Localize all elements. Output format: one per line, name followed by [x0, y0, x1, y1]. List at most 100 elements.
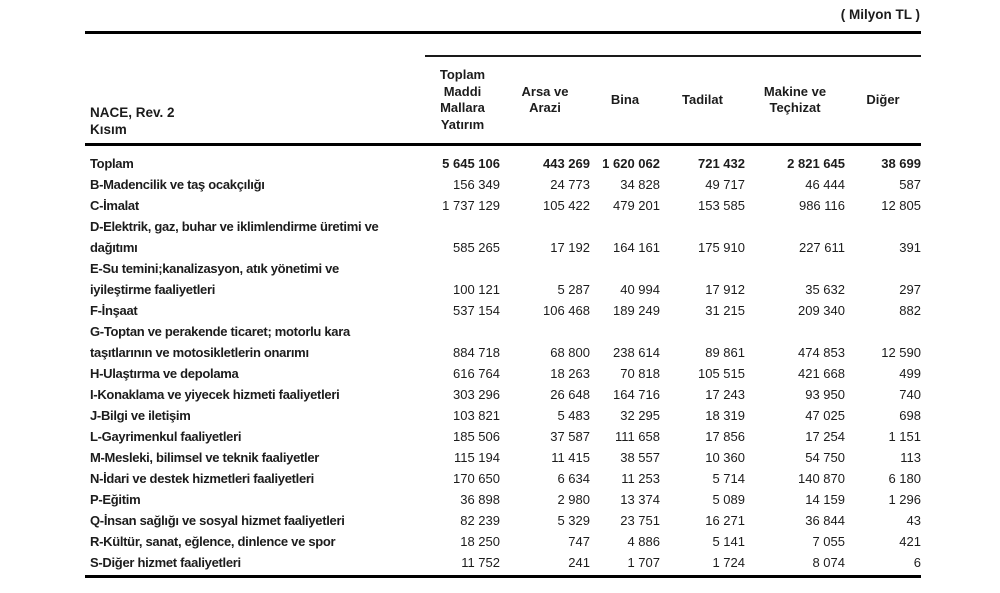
row-label: S-Diğer hizmet faaliyetleri [90, 555, 241, 570]
column-header-tadilat: Tadilat [682, 91, 723, 107]
table-row: B-Madencilik ve taş ocakçılığı 156 349 24 … [85, 174, 921, 195]
cell-value: 1 724 [712, 555, 745, 570]
cell-value: 38 699 [881, 156, 921, 171]
table-row: M-Mesleki, bilimsel ve teknik faaliyetle… [85, 447, 921, 468]
cell-value: 111 658 [614, 429, 660, 444]
cell-value: 82 239 [460, 513, 500, 528]
cell-value: 6 [913, 555, 921, 570]
cell-value: 5 329 [557, 513, 590, 528]
cell-value: 113 [900, 450, 921, 465]
cell-value: 93 950 [805, 387, 845, 402]
cell-value: 241 [568, 555, 590, 570]
cell-value: 49 717 [705, 177, 745, 192]
cell-value: 106 468 [543, 303, 590, 318]
cell-value: 31 215 [705, 303, 745, 318]
cell-value: 164 716 [613, 387, 660, 402]
cell-value: 740 [899, 387, 921, 402]
cell-value: 587 [899, 177, 921, 192]
bottom-rule [85, 575, 921, 578]
cell-value: 5 141 [712, 534, 745, 549]
cell-value: 585 265 [453, 240, 500, 255]
cell-value: 12 805 [881, 198, 921, 213]
row-header-title: NACE, Rev. 2 Kısım [85, 34, 425, 143]
top-rule [85, 31, 921, 34]
column-header-diger: Diğer [866, 91, 900, 107]
cell-value: 421 [899, 534, 921, 549]
cell-value: 421 668 [798, 366, 845, 381]
cell-value: 36 898 [460, 492, 500, 507]
cell-value: 11 752 [461, 555, 500, 570]
column-headers: Toplam Maddi Mallara Yatırım Arsa ve Arazi Bin… [425, 55, 921, 143]
row-label: D-Elektrik, gaz, buhar ve iklimlendirme … [90, 219, 379, 255]
row-label: Q-İnsan sağlığı ve sosyal hizmet faaliye… [90, 513, 345, 528]
cell-value: 209 340 [798, 303, 845, 318]
cell-value: 47 025 [805, 408, 845, 423]
cell-value: 140 870 [798, 471, 845, 486]
row-label: N-İdari ve destek hizmetleri faaliyetler… [90, 471, 314, 486]
cell-value: 24 773 [550, 177, 590, 192]
row-label: R-Kültür, sanat, eğlence, dinlence ve sp… [90, 534, 336, 549]
cell-value: 12 590 [881, 345, 921, 360]
cell-value: 35 632 [805, 282, 845, 297]
cell-value: 11 253 [621, 471, 660, 486]
cell-value: 36 844 [805, 513, 845, 528]
cell-value: 46 444 [805, 177, 845, 192]
table-row: J-Bilgi ve iletişim 103 821 5 483 32 295 18 … [85, 405, 921, 426]
statistics-table: NACE, Rev. 2 Kısım Toplam Maddi Mallara Yat… [85, 31, 921, 578]
table-row: P-Eğitim 36 898 2 980 13 374 5 089 14 159 1 29… [85, 489, 921, 510]
column-header-bina: Bina [610, 91, 640, 107]
cell-value: 105 422 [543, 198, 590, 213]
cell-value: 16 271 [705, 513, 745, 528]
table-row: N-İdari ve destek hizmetleri faaliyetler… [85, 468, 921, 489]
cell-value: 6 634 [557, 471, 590, 486]
table-body: Toplam 5 645 106 443 269 1 620 062 721 432 2 … [85, 146, 921, 573]
cell-value: 175 910 [698, 240, 745, 255]
cell-value: 10 360 [705, 450, 745, 465]
cell-value: 37 587 [550, 429, 590, 444]
cell-value: 986 116 [798, 198, 845, 213]
cell-value: 26 648 [550, 387, 590, 402]
cell-value: 103 821 [453, 408, 500, 423]
table-header: NACE, Rev. 2 Kısım Toplam Maddi Mallara Yat… [85, 34, 921, 143]
row-header-line2: Kısım [90, 121, 127, 137]
cell-value: 18 263 [550, 366, 590, 381]
cell-value: 537 154 [453, 303, 500, 318]
cell-value: 5 089 [712, 492, 745, 507]
table-row: S-Diğer hizmet faaliyetleri 11 752 241 1 70… [85, 552, 921, 573]
cell-value: 616 764 [453, 366, 500, 381]
row-label: Toplam [90, 156, 134, 171]
cell-value: 43 [906, 513, 921, 528]
row-label: M-Mesleki, bilimsel ve teknik faaliyetle… [90, 450, 320, 465]
cell-value: 54 750 [805, 450, 845, 465]
row-header-line1: NACE, Rev. 2 [90, 105, 175, 120]
cell-value: 89 861 [705, 345, 745, 360]
cell-value: 5 483 [557, 408, 590, 423]
cell-value: 5 645 106 [442, 156, 500, 171]
cell-value: 5 287 [557, 282, 590, 297]
row-label: I-Konaklama ve yiyecek hizmeti faaliyetl… [90, 387, 340, 402]
cell-value: 1 296 [888, 492, 921, 507]
cell-value: 698 [899, 408, 921, 423]
cell-value: 185 506 [453, 429, 500, 444]
table-row: G-Toptan ve perakende ticaret; motorlu k… [85, 321, 921, 363]
cell-value: 23 751 [620, 513, 660, 528]
cell-value: 2 980 [557, 492, 590, 507]
cell-value: 443 269 [543, 156, 590, 171]
cell-value: 153 585 [698, 198, 745, 213]
table-row: Q-İnsan sağlığı ve sosyal hizmet faaliye… [85, 510, 921, 531]
cell-value: 721 432 [698, 156, 745, 171]
row-label: C-İmalat [90, 198, 139, 213]
cell-value: 297 [899, 282, 921, 297]
cell-value: 115 194 [453, 450, 500, 465]
cell-value: 13 374 [620, 492, 660, 507]
cell-value: 1 737 129 [442, 198, 500, 213]
table-row: H-Ulaştırma ve depolama 616 764 18 263 70 8… [85, 363, 921, 384]
cell-value: 40 994 [620, 282, 660, 297]
table-row: Toplam 5 645 106 443 269 1 620 062 721 432 2 … [85, 153, 921, 174]
cell-value: 1 620 062 [602, 156, 660, 171]
row-label: L-Gayrimenkul faaliyetleri [90, 429, 242, 444]
cell-value: 68 800 [550, 345, 590, 360]
table-row: C-İmalat 1 737 129 105 422 479 201 153 585 98… [85, 195, 921, 216]
cell-value: 474 853 [798, 345, 845, 360]
table-row: L-Gayrimenkul faaliyetleri 185 506 37 587 1… [85, 426, 921, 447]
